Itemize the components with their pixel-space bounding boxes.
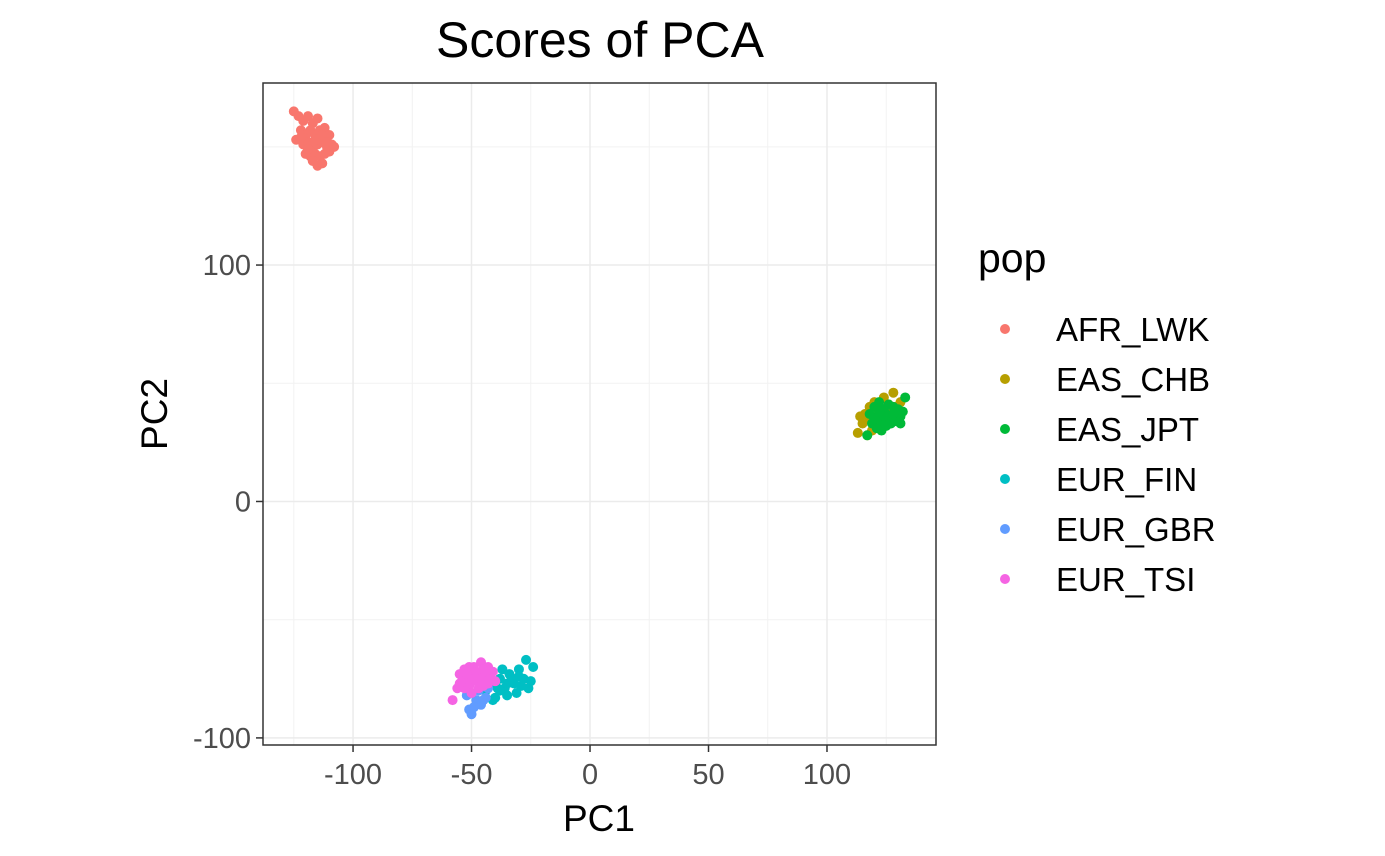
data-point (478, 695, 489, 706)
data-point (511, 687, 522, 698)
data-point (888, 409, 899, 419)
chart-title: Scores of PCA (436, 12, 765, 68)
plot-area (262, 82, 937, 746)
legend-label: EUR_FIN (1056, 461, 1197, 498)
legend-key (1000, 524, 1010, 534)
data-point (303, 144, 314, 155)
x-axis-ticks: -100 -50 0 50 100 (324, 745, 851, 791)
data-point (317, 158, 328, 169)
data-point (312, 113, 323, 124)
data-point (874, 397, 885, 408)
data-point (897, 406, 908, 417)
series-eur-tsi (447, 657, 501, 706)
data-point (869, 413, 880, 424)
x-tick-label: 50 (692, 759, 724, 791)
data-point (303, 111, 314, 122)
data-point (900, 392, 911, 403)
data-point (528, 661, 539, 672)
legend-key (1000, 324, 1010, 334)
data-point (310, 134, 321, 145)
legend-items: AFR_LWK EAS_CHB EAS_JPT EUR_FIN EUR_GBR EUR_T… (1000, 311, 1216, 598)
legend-key (1000, 574, 1010, 584)
legend-key (1000, 424, 1010, 434)
data-point (888, 387, 899, 398)
data-point (497, 664, 508, 675)
data-point (494, 685, 505, 696)
x-axis-title: PC1 (563, 798, 635, 839)
x-tick-label: -100 (324, 759, 382, 791)
data-point (852, 427, 863, 438)
data-point (516, 680, 527, 691)
legend-label: EAS_JPT (1056, 411, 1199, 448)
data-point (461, 669, 472, 680)
data-point (321, 137, 332, 148)
y-tick-label: 0 (235, 486, 251, 518)
data-point (502, 678, 513, 689)
series-afr-lwk (288, 106, 340, 171)
series-eur-gbr (461, 683, 494, 720)
data-points (288, 106, 911, 720)
data-point (471, 666, 482, 677)
legend-label: EUR_TSI (1056, 561, 1195, 598)
y-axis-title: PC2 (134, 378, 175, 450)
data-point (483, 678, 494, 689)
y-axis-ticks: -100 0 100 (193, 250, 263, 755)
data-point (895, 418, 906, 429)
x-tick-label: -50 (451, 759, 493, 791)
data-point (487, 666, 498, 677)
data-point (468, 702, 479, 713)
y-tick-label: 100 (203, 250, 251, 282)
data-point (513, 671, 524, 682)
data-point (480, 666, 491, 677)
legend-label: EAS_CHB (1056, 361, 1210, 398)
data-point (476, 673, 487, 684)
y-tick-label: -100 (193, 723, 251, 755)
grid-major-lines (263, 83, 936, 745)
legend-title: pop (978, 235, 1046, 281)
data-point (525, 676, 536, 687)
data-point (874, 406, 885, 417)
data-point (317, 130, 328, 141)
legend-key (1000, 474, 1010, 484)
data-point (862, 430, 873, 441)
legend: pop AFR_LWK EAS_CHB EAS_JPT EUR_FIN EUR_GBR E… (978, 235, 1216, 598)
x-tick-label: 0 (582, 759, 598, 791)
x-tick-label: 100 (803, 759, 851, 791)
data-point (513, 664, 524, 675)
legend-key (1000, 374, 1010, 384)
data-point (521, 654, 532, 665)
data-point (447, 695, 458, 706)
series-eas-jpt (862, 392, 911, 441)
data-point (466, 687, 477, 698)
data-point (454, 678, 465, 689)
plot-panel (263, 83, 936, 745)
data-point (295, 132, 306, 143)
legend-label: AFR_LWK (1056, 311, 1209, 348)
data-point (329, 141, 340, 152)
data-point (502, 690, 513, 701)
legend-label: EUR_GBR (1056, 511, 1216, 548)
plot-border (262, 82, 937, 746)
